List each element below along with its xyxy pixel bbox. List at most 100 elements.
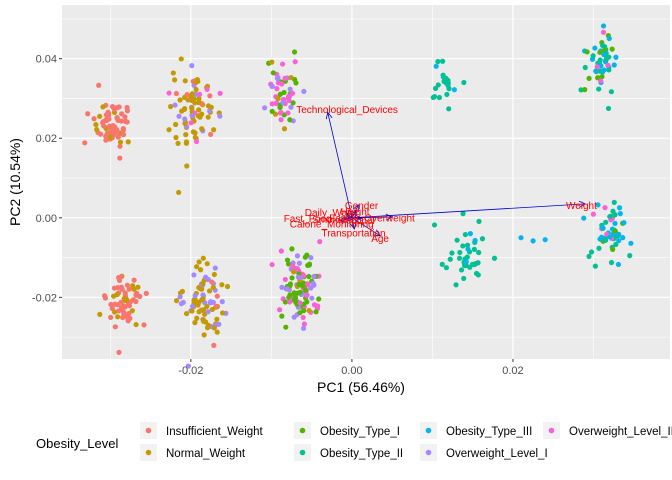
data-point [192, 130, 198, 136]
data-point [600, 23, 607, 29]
data-point [621, 220, 627, 226]
vector-label: Age [371, 234, 389, 245]
data-point [200, 280, 206, 286]
legend-swatch [145, 427, 152, 434]
data-point [436, 94, 443, 101]
data-point [182, 116, 188, 122]
data-point [290, 269, 297, 275]
data-point [196, 91, 203, 97]
data-point [600, 42, 606, 49]
data-point [290, 263, 296, 269]
data-point [189, 105, 195, 111]
data-point [310, 280, 316, 286]
data-point [205, 114, 211, 120]
x-axis: -0.02 0.00 0.02 [178, 359, 524, 377]
data-point [305, 281, 311, 288]
data-point [262, 105, 268, 111]
data-point [125, 318, 131, 324]
data-point [109, 127, 115, 134]
data-point [208, 131, 214, 138]
data-point [603, 219, 609, 225]
data-point [199, 286, 205, 292]
data-point [116, 349, 122, 355]
data-point [292, 295, 299, 301]
data-point [180, 299, 186, 305]
data-point [173, 298, 180, 304]
data-point [214, 293, 220, 299]
data-point [200, 317, 206, 323]
legend-title: Obesity_Level [36, 436, 118, 451]
data-point [270, 70, 276, 76]
data-point [121, 303, 127, 309]
data-point [202, 274, 209, 280]
data-point [597, 49, 603, 55]
data-point [125, 139, 131, 145]
data-point [292, 59, 298, 65]
data-point [133, 321, 139, 328]
data-point [288, 104, 294, 110]
data-point [120, 125, 126, 132]
data-point [617, 211, 623, 217]
data-point [616, 231, 622, 237]
data-point [115, 134, 121, 140]
data-point [118, 118, 125, 124]
data-point [103, 133, 109, 139]
data-point [287, 292, 293, 298]
data-point [189, 113, 195, 119]
data-point [269, 261, 275, 268]
vector-label: Smoke [312, 215, 344, 226]
data-point [608, 259, 615, 266]
data-point [613, 54, 619, 60]
data-point [182, 120, 188, 127]
data-point [435, 58, 441, 65]
data-point [444, 91, 450, 98]
data-point [582, 64, 588, 71]
data-point [584, 49, 590, 55]
data-point [119, 111, 125, 117]
data-point [441, 78, 447, 84]
data-point [269, 101, 275, 107]
data-point [476, 218, 482, 225]
data-point [130, 297, 136, 303]
data-point [210, 299, 216, 306]
data-point [141, 322, 147, 328]
data-point [457, 249, 463, 256]
data-point [207, 93, 213, 99]
data-point [609, 46, 615, 52]
data-point [135, 284, 141, 290]
data-point [118, 274, 124, 280]
data-point [599, 224, 605, 231]
data-point [306, 261, 313, 267]
data-point [133, 292, 139, 298]
data-point [309, 295, 315, 301]
data-point [283, 324, 289, 330]
data-point [194, 315, 200, 321]
data-point [173, 90, 179, 97]
data-point [616, 205, 623, 211]
data-point [290, 100, 296, 106]
data-point [122, 290, 128, 296]
data-point [281, 126, 288, 132]
data-point [301, 321, 307, 327]
vector-arrowhead [385, 213, 394, 221]
data-point [193, 79, 199, 85]
data-point [302, 287, 309, 293]
data-point [278, 248, 284, 254]
vector-label: Alcohol [342, 216, 375, 227]
data-point [182, 78, 188, 84]
data-point [280, 99, 286, 106]
data-point [301, 88, 307, 95]
data-point [472, 237, 478, 244]
data-point [279, 81, 285, 87]
vector-arrowhead [342, 214, 351, 222]
legend-swatch [145, 449, 152, 456]
data-point [121, 311, 127, 317]
vector-arrowhead [325, 111, 333, 120]
data-point [210, 284, 216, 290]
data-point [176, 113, 182, 119]
data-point [205, 322, 212, 328]
data-point [578, 87, 584, 93]
data-point [189, 308, 195, 314]
legend-label: Overweight_Level_II [569, 426, 672, 438]
data-point [308, 255, 314, 261]
